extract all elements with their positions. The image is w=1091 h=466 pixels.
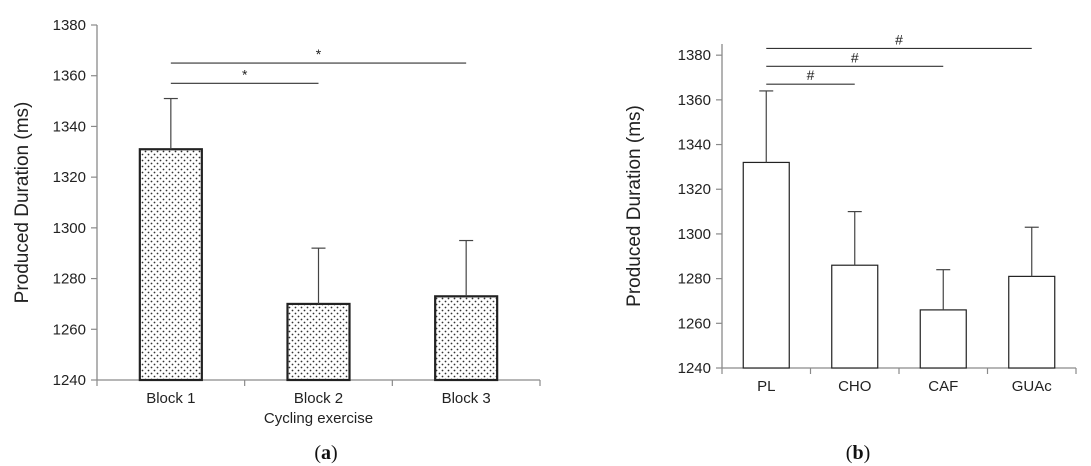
bar <box>831 264 879 369</box>
x-axis-label: Cycling exercise <box>264 410 373 427</box>
significance-marker: # <box>851 49 859 65</box>
y-tick-label: 1280 <box>53 271 86 288</box>
x-tick-label: Block 2 <box>294 390 343 407</box>
panel-label: (b) <box>846 442 870 464</box>
significance-marker: # <box>895 31 903 47</box>
y-tick-label: 1340 <box>53 118 86 135</box>
y-tick-label: 1280 <box>678 271 711 288</box>
y-tick-label: 1260 <box>53 321 86 338</box>
significance-marker: # <box>807 67 815 83</box>
y-tick-label: 1340 <box>678 137 711 154</box>
x-tick-label: CHO <box>838 378 871 395</box>
y-tick-label: 1240 <box>678 360 711 377</box>
chart-panel-b: 1240 1260 1280 1300 1320 1340 1360 1380 PL CHO CAF… <box>624 31 1077 464</box>
x-tick-label: PL <box>757 378 775 395</box>
y-tick-label: 1380 <box>678 47 711 64</box>
y-axis-label: Produced Duration (ms) <box>12 102 33 304</box>
bar <box>919 309 967 369</box>
y-tick-label: 1380 <box>53 17 86 34</box>
bar <box>1008 275 1056 369</box>
y-tick-label: 1300 <box>53 220 86 237</box>
significance-marker: * <box>242 66 248 82</box>
x-tick-label: GUAc <box>1012 378 1053 395</box>
bar <box>434 295 499 382</box>
y-tick-label: 1260 <box>678 315 711 332</box>
y-axis-label: Produced Duration (ms) <box>624 105 645 307</box>
x-tick-label: Block 1 <box>146 390 195 407</box>
chart-panel-a: 1240 1260 1280 1300 1320 1340 1360 1380 Block 1 B… <box>12 17 541 464</box>
bar <box>286 302 351 382</box>
y-tick-label: 1240 <box>53 372 86 389</box>
panel-label: (a) <box>314 442 337 464</box>
y-tick-label: 1360 <box>53 68 86 85</box>
y-tick-label: 1320 <box>53 169 86 186</box>
bar <box>138 148 203 382</box>
x-tick-label: Block 3 <box>442 390 491 407</box>
x-tick-label: CAF <box>928 378 958 395</box>
significance-marker: * <box>316 46 322 62</box>
y-tick-label: 1360 <box>678 92 711 109</box>
y-tick-label: 1300 <box>678 226 711 243</box>
y-tick-label: 1320 <box>678 181 711 198</box>
bar <box>742 161 790 369</box>
